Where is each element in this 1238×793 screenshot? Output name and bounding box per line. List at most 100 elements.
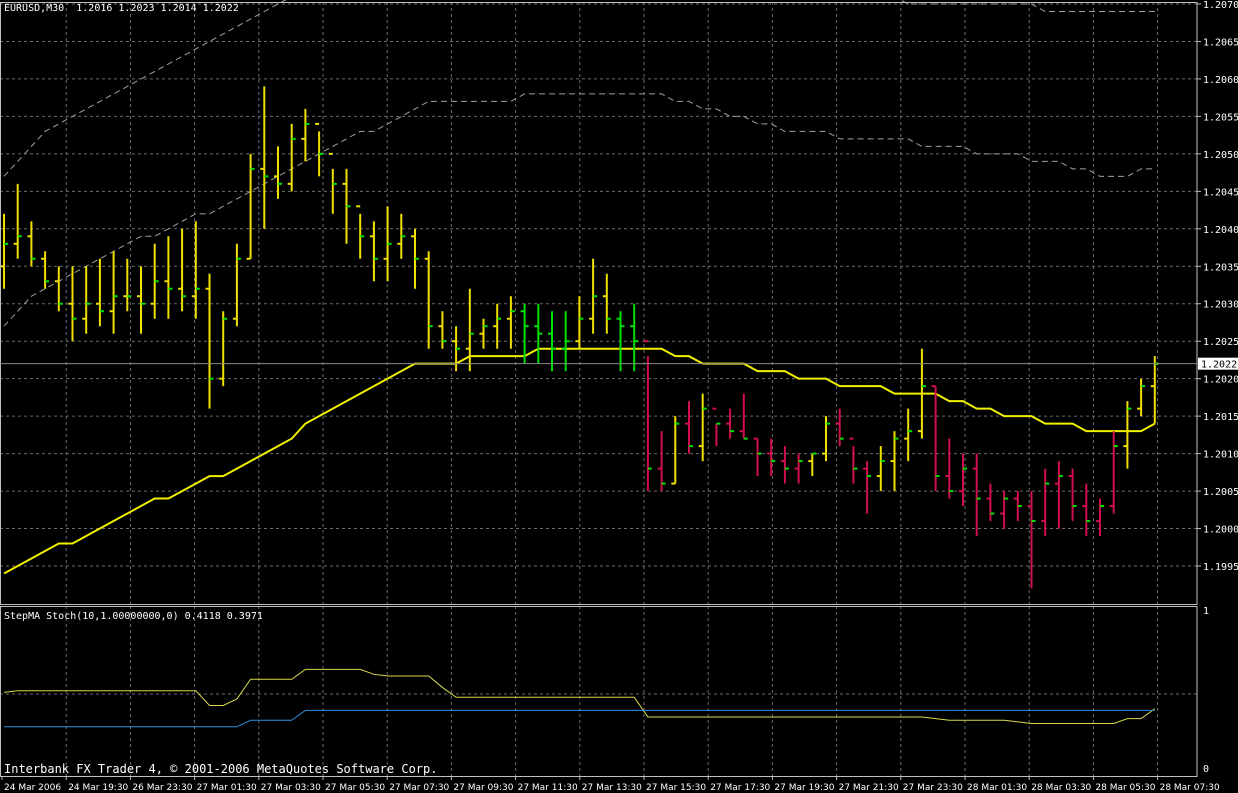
time-tick-label: 27 Mar 11:30 [518,783,578,793]
price-bar [411,228,419,289]
price-bar [780,446,789,484]
price-bar [41,251,50,289]
price-bar [13,183,22,259]
price-tick-label: 1.2050 [1203,150,1238,161]
price-bar [301,108,310,162]
price-bar [164,236,173,319]
current-price-label: 1.2022 [1201,360,1237,371]
price-bar [232,243,241,327]
envelope-lower-line [3,93,1155,327]
price-bar [753,437,762,477]
ohlc-label: 1.2016 1.2023 1.2014 1.2022 [76,3,239,14]
price-bar [0,213,8,289]
price-tick-label: 1.2035 [1203,262,1238,273]
price-bar [54,266,63,312]
price-bar [356,205,365,259]
price-bar [369,221,378,282]
price-bar [1137,378,1146,417]
price-bar [506,296,515,349]
time-tick-label: 24 Mar 19:30 [68,783,128,793]
price-bar [191,221,200,319]
price-bar [1109,431,1118,514]
price-bar [1082,483,1091,537]
price-bar [438,311,447,349]
price-bar [972,453,981,537]
time-tick-label: 27 Mar 01:30 [197,783,257,793]
price-bar [931,385,940,492]
price-tick-label: 1.2040 [1203,225,1238,236]
price-bar [109,251,118,334]
stoch-main-line [3,668,1156,725]
price-tick-label: 1.2030 [1203,300,1238,311]
price-tick-label: 1.2070 [1203,0,1238,11]
time-tick-label: 28 Mar 05:30 [1095,783,1155,793]
price-bar [849,437,858,484]
stoch-signal-line [4,709,1155,728]
price-bar [630,303,639,372]
time-tick-label: 28 Mar 03:30 [1031,783,1091,793]
price-bar [808,452,817,477]
price-bar [986,483,995,522]
price-bar [274,146,282,199]
main-chart-header: EURUSD,M30 1.2016 1.2023 1.2014 1.2022 [4,3,239,14]
price-bar [27,221,36,267]
price-bar [520,303,529,364]
time-tick-label: 27 Mar 13:30 [582,783,642,793]
price-bar [643,340,652,492]
time-tick-label: 27 Mar 05:30 [325,783,385,793]
price-bar [698,393,707,462]
price-bar [205,273,214,409]
price-bar [150,243,159,319]
price-tick-label: 1.2005 [1203,487,1238,498]
price-bar [123,258,132,312]
price-bar [1041,468,1050,537]
price-tick-label: 1.2065 [1203,37,1238,48]
envelope-upper-line [3,0,1155,177]
time-tick-label: 27 Mar 23:30 [903,783,963,793]
price-bar [424,251,433,349]
time-tick-label: 28 Mar 01:30 [967,783,1027,793]
current-price-box [1198,357,1238,370]
price-bar [548,311,556,372]
price-bar [876,446,885,492]
symbol-label: EURUSD,M30 [4,3,65,14]
price-tick-label: 1.2000 [1203,525,1238,536]
price-tick-label: 1.2010 [1203,450,1238,461]
price-bar [657,431,666,492]
time-tick-label: 27 Mar 17:30 [710,783,770,793]
price-bar [616,311,625,372]
price-tick-label: 1.2020 [1203,375,1238,386]
time-tick-label: 26 Mar 23:30 [132,783,192,793]
price-bar [589,258,598,334]
price-bar [246,153,255,260]
price-bar [945,438,954,499]
price-bar [68,266,77,342]
time-tick-label: 27 Mar 09:30 [453,783,513,793]
time-tick-label: 27 Mar 21:30 [839,783,899,793]
price-bar [534,303,543,364]
price-bar [835,408,844,447]
price-bar [328,152,337,214]
price-tick-label: 1.2025 [1203,337,1238,348]
price-bar [1123,401,1132,469]
time-tick-label: 27 Mar 15:30 [646,783,706,793]
price-bar [602,273,611,334]
price-bar [82,266,91,334]
price-bar [95,258,104,327]
time-tick-label: 24 Mar 2006 [4,783,61,793]
price-bar [726,408,735,439]
price-bar [315,122,324,177]
price-bar [479,318,488,349]
price-bar [137,266,145,334]
price-bar [739,393,748,440]
price-bar [342,168,351,244]
price-bar [260,86,269,229]
price-tick-label: 1.2055 [1203,112,1238,123]
price-bar [178,228,187,312]
copyright-text: Interbank FX Trader 4, © 2001-2006 MetaQ… [4,762,438,776]
price-bar [712,407,721,447]
price-bar [1054,461,1063,529]
time-tick-label: 27 Mar 19:30 [774,783,834,793]
price-bar [1013,491,1022,522]
